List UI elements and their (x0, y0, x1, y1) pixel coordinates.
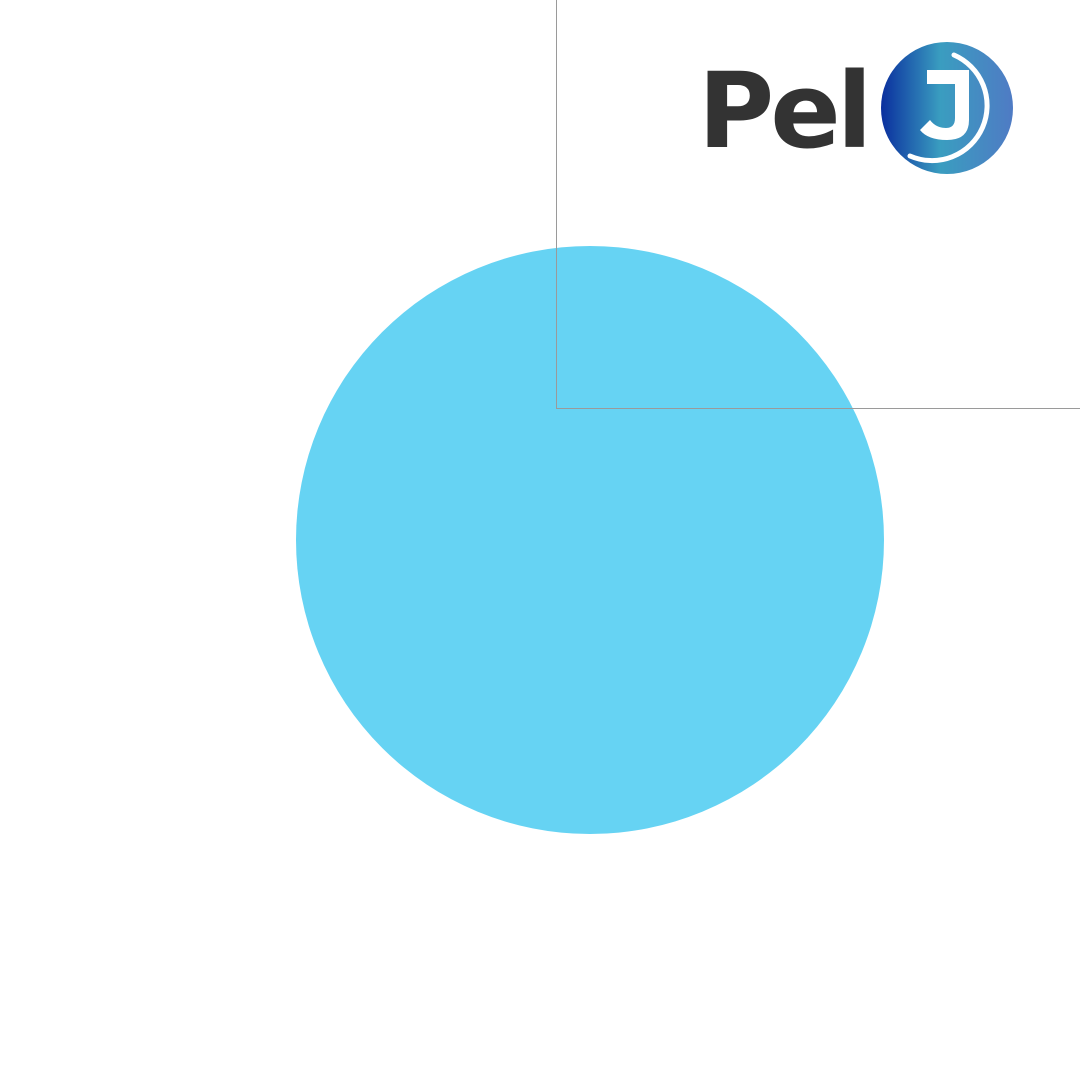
brand-logo: Pel (698, 40, 1018, 180)
corner-frame-line (556, 0, 1080, 409)
logo-badge (881, 42, 1013, 174)
logo-wordmark: Pel (698, 50, 868, 172)
decorative-circle (296, 246, 884, 834)
logo-graphic: Pel (698, 42, 1013, 174)
